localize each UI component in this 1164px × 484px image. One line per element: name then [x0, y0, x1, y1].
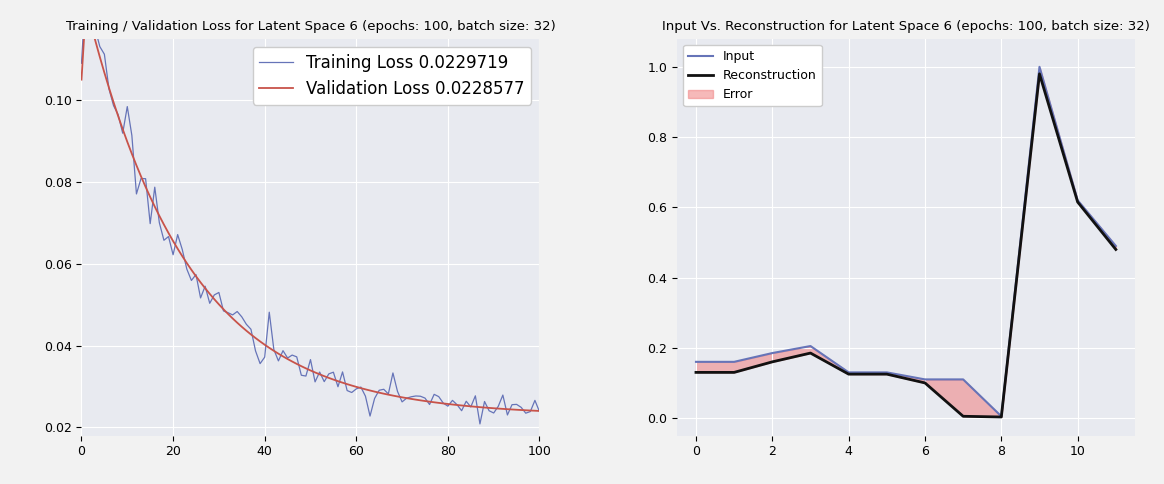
Training Loss 0.0229719 [111, 112, 125, 118]
Line: Reconstruction: Reconstruction [696, 74, 1116, 417]
Training Loss 0.0229719 [193, 295, 207, 301]
Line: Input: Input [696, 67, 1116, 416]
Input [765, 350, 779, 356]
Validation Loss 0.0228577 [193, 279, 207, 285]
Legend: Training Loss 0.0229719, Validation Loss 0.0228577: Training Loss 0.0229719, Validation Loss… [253, 47, 531, 105]
Input [1032, 64, 1046, 70]
Training Loss 0.0229719 [532, 409, 546, 415]
Reconstruction [1032, 71, 1046, 77]
Training Loss 0.0229719 [290, 354, 304, 360]
Validation Loss 0.0228577 [111, 113, 125, 119]
Input [842, 369, 856, 375]
Reconstruction [689, 369, 703, 375]
Input [728, 359, 741, 365]
Reconstruction [803, 350, 817, 356]
Validation Loss 0.0228577 [354, 385, 368, 391]
Input [880, 369, 894, 375]
Training Loss 0.0229719 [473, 421, 487, 427]
Validation Loss 0.0228577 [399, 395, 413, 401]
Reconstruction [918, 380, 932, 386]
Title: Training / Validation Loss for Latent Space 6 (epochs: 100, batch size: 32): Training / Validation Loss for Latent Sp… [65, 20, 555, 33]
Training Loss 0.0229719 [354, 384, 368, 390]
Validation Loss 0.0228577 [79, 2, 93, 8]
Line: Validation Loss 0.0228577: Validation Loss 0.0228577 [81, 5, 539, 411]
Legend: Input, Reconstruction, Error: Input, Reconstruction, Error [683, 45, 822, 106]
Input [994, 413, 1008, 419]
Reconstruction [1109, 246, 1123, 252]
Input [956, 377, 970, 382]
Reconstruction [1071, 199, 1085, 205]
Title: Input Vs. Reconstruction for Latent Space 6 (epochs: 100, batch size: 32): Input Vs. Reconstruction for Latent Spac… [662, 20, 1150, 33]
Reconstruction [880, 371, 894, 377]
Input [918, 377, 932, 382]
Reconstruction [842, 371, 856, 377]
Training Loss 0.0229719 [399, 395, 413, 401]
Validation Loss 0.0228577 [423, 399, 436, 405]
Line: Training Loss 0.0229719: Training Loss 0.0229719 [81, 0, 539, 424]
Validation Loss 0.0228577 [290, 361, 304, 367]
Reconstruction [956, 413, 970, 419]
Input [689, 359, 703, 365]
Input [1071, 197, 1085, 203]
Reconstruction [728, 369, 741, 375]
Input [1109, 243, 1123, 249]
Reconstruction [994, 414, 1008, 420]
Input [803, 343, 817, 349]
Validation Loss 0.0228577 [532, 408, 546, 414]
Training Loss 0.0229719 [423, 402, 436, 408]
Reconstruction [765, 359, 779, 365]
Training Loss 0.0229719 [74, 60, 88, 66]
Validation Loss 0.0228577 [74, 77, 88, 83]
